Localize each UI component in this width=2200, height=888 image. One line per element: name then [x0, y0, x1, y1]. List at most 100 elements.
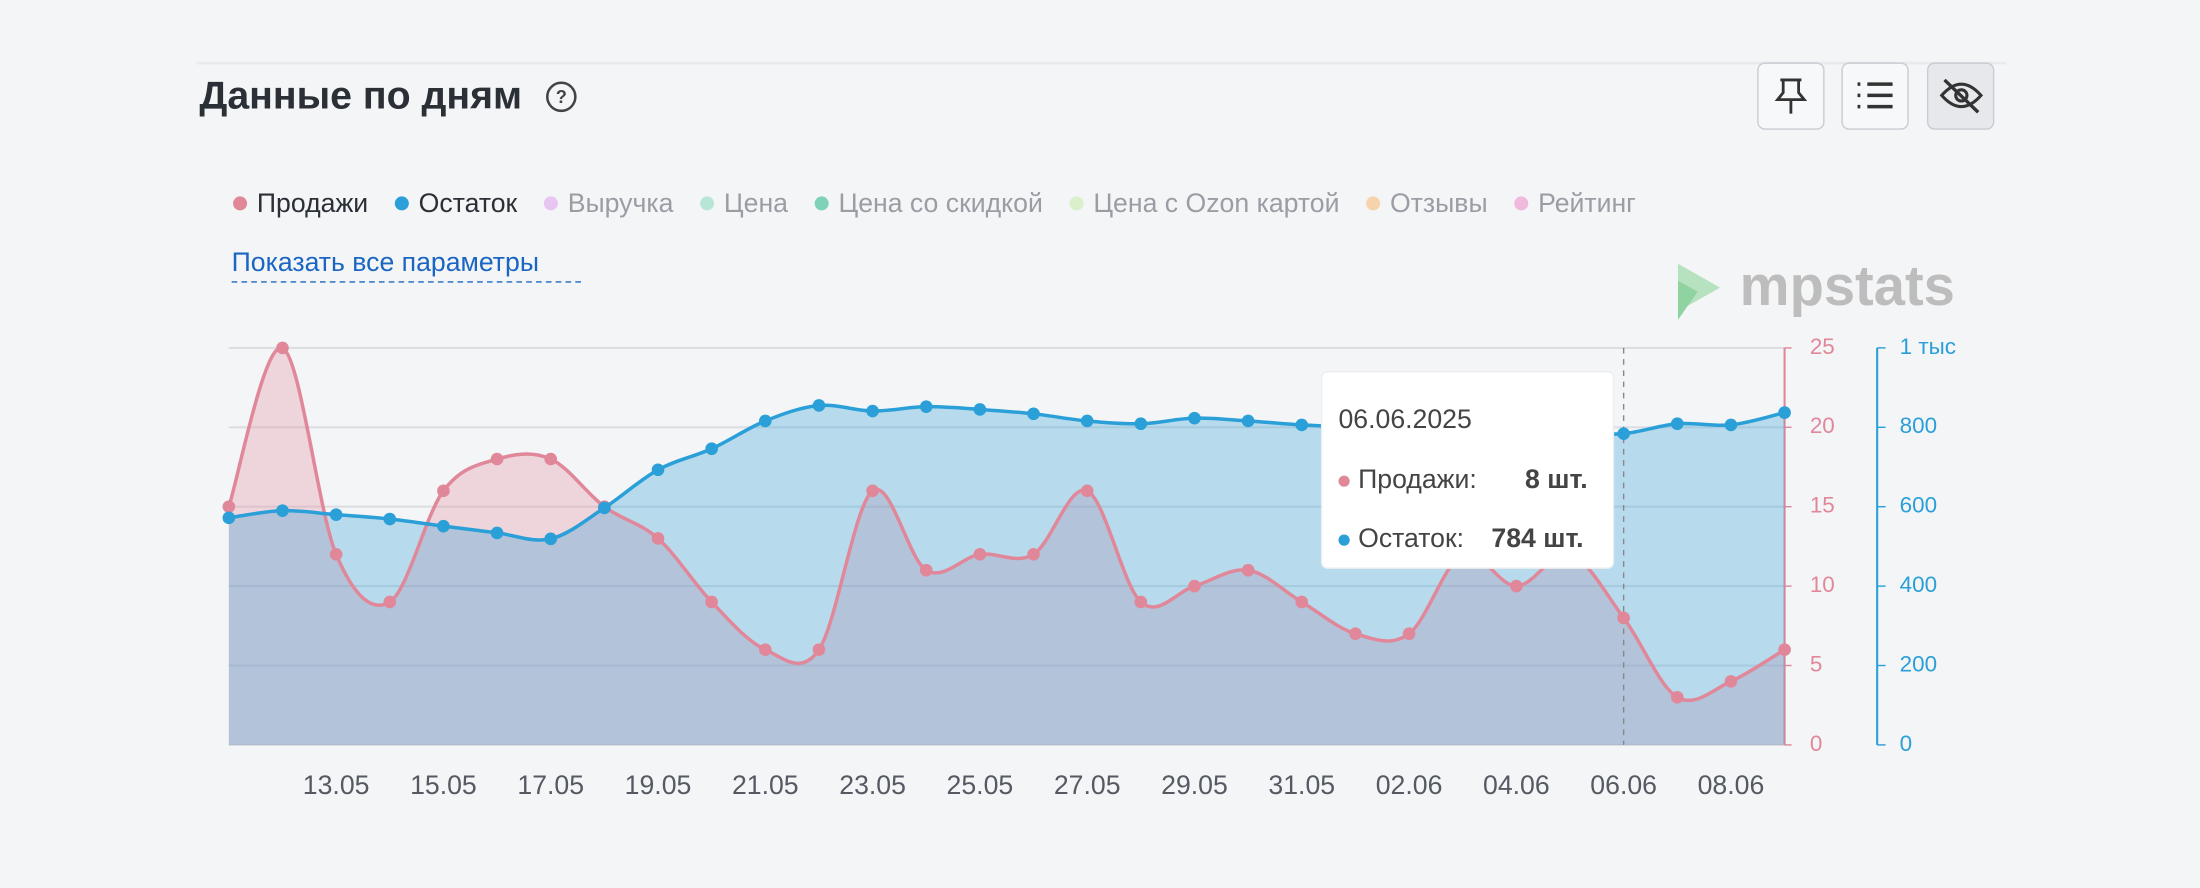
data-point: [1241, 414, 1255, 428]
data-point: [973, 548, 987, 561]
logo-text: mpstats: [1740, 254, 1955, 317]
tooltip-value: 8 шт.: [1525, 464, 1588, 494]
data-point: [758, 643, 772, 656]
legend-label[interactable]: Выручка: [568, 188, 674, 218]
legend-marker: [1069, 196, 1084, 211]
data-point: [1670, 417, 1684, 431]
legend-label[interactable]: Цена с Ozon картой: [1093, 188, 1339, 218]
data-point: [705, 442, 718, 456]
y2-tick-label: 1 тыс: [1900, 334, 1956, 359]
y2-tick-label: 600: [1900, 493, 1937, 518]
x-tick-label: 06.06: [1590, 770, 1657, 800]
data-point: [1080, 484, 1094, 498]
data-point: [544, 532, 558, 546]
data-point: [1188, 411, 1201, 425]
x-tick-label: 19.05: [625, 770, 692, 800]
list-button[interactable]: [1841, 62, 1909, 130]
x-tick-label: 04.06: [1483, 770, 1550, 800]
data-point: [1617, 427, 1630, 440]
data-point: [329, 508, 343, 521]
pin-button[interactable]: [1757, 62, 1825, 130]
data-point: [812, 643, 826, 656]
data-point: [1778, 643, 1791, 656]
data-point: [651, 532, 665, 545]
data-point: [1188, 579, 1201, 593]
y-tick-label: 25: [1810, 334, 1835, 359]
legend-label[interactable]: Остаток: [419, 188, 518, 218]
data-point: [1241, 563, 1255, 577]
data-point: [1349, 627, 1362, 641]
y2-tick-label: 800: [1900, 413, 1937, 438]
data-point: [919, 400, 933, 413]
widget-title: Данные по дням: [199, 74, 522, 118]
data-point: [1617, 611, 1630, 625]
x-tick-label: 23.05: [839, 770, 906, 800]
y2-tick-label: 0: [1900, 731, 1912, 756]
data-point: [544, 452, 558, 466]
data-point: [1295, 418, 1309, 432]
data-point: [812, 399, 826, 412]
data-point: [1027, 407, 1040, 421]
y2-tick-label: 200: [1900, 651, 1937, 676]
x-tick-label: 25.05: [947, 770, 1014, 800]
tooltip-label: Остаток:: [1358, 523, 1464, 553]
legend-marker: [233, 196, 248, 211]
x-tick-label: 02.06: [1376, 770, 1443, 800]
data-point: [490, 452, 504, 466]
legend-marker: [814, 196, 829, 211]
data-point: [1510, 579, 1523, 593]
data-point: [1295, 595, 1309, 609]
data-point: [1670, 690, 1684, 704]
data-point: [329, 548, 343, 561]
y-tick-label: 15: [1810, 493, 1835, 518]
legend-marker: [700, 196, 715, 211]
plot: 0 5 10 15 20 25 0 200 400 600 800 1 тыс 13.05 15.05 17…: [222, 334, 1956, 800]
legend-label[interactable]: Рейтинг: [1538, 188, 1636, 218]
data-point: [383, 595, 397, 609]
logo: mpstats: [1677, 254, 1955, 320]
legend-label[interactable]: Отзывы: [1390, 188, 1488, 218]
x-tick-label: 31.05: [1268, 770, 1335, 800]
area-fill: [228, 347, 1785, 745]
data-point: [490, 526, 504, 540]
legend: Продажи Остаток Выручка Цена Цена со скидкой…: [233, 188, 1636, 218]
x-tick-label: 17.05: [517, 770, 584, 800]
tooltip: 06.06.2025 Продажи: 8 шт. Остаток: 784 ш…: [1320, 371, 1615, 569]
y-tick-label: 20: [1810, 413, 1835, 438]
data-point: [598, 501, 611, 515]
tooltip-label: Продажи:: [1358, 464, 1477, 494]
data-point: [1778, 406, 1791, 419]
legend-label[interactable]: Цена: [724, 188, 788, 218]
x-tick-label: 29.05: [1161, 770, 1228, 800]
data-point: [276, 341, 289, 355]
data-point: [1724, 418, 1738, 432]
data-point: [866, 404, 879, 418]
data-point: [222, 500, 236, 514]
data-point: [1402, 627, 1416, 641]
data-point: [973, 403, 987, 416]
data-point: [1134, 417, 1148, 431]
data-point: [1027, 548, 1040, 561]
y-tick-label: 5: [1810, 651, 1822, 676]
legend-marker: [394, 196, 409, 211]
data-point: [866, 484, 879, 498]
legend-marker: [1514, 196, 1529, 211]
x-tick-label: 13.05: [303, 770, 370, 800]
tooltip-date: 06.06.2025: [1338, 404, 1471, 434]
data-point: [276, 504, 289, 517]
legend-label[interactable]: Цена со скидкой: [838, 188, 1042, 218]
data-point: [1080, 414, 1094, 428]
hide-button[interactable]: [1926, 62, 1995, 130]
data-point: [919, 563, 933, 577]
x-tick-label: 08.06: [1698, 770, 1765, 800]
help-icon[interactable]: ?: [546, 81, 577, 113]
data-point: [222, 511, 236, 525]
data-point: [705, 595, 718, 609]
x-tick-label: 15.05: [410, 770, 477, 800]
legend-label[interactable]: Продажи: [257, 188, 368, 218]
show-all-link[interactable]: Показать все параметры: [232, 247, 539, 277]
svg-text:?: ?: [556, 86, 567, 107]
y-tick-label: 10: [1810, 572, 1835, 597]
